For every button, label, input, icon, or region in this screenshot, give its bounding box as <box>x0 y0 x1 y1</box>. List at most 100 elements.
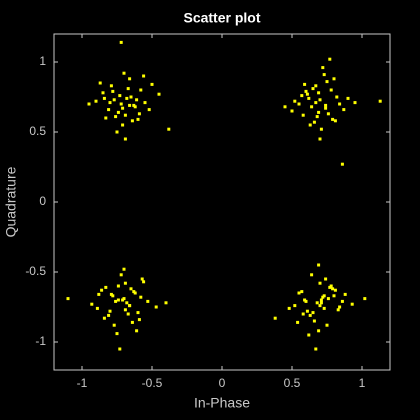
point <box>301 312 305 316</box>
point <box>146 299 150 303</box>
point <box>314 347 318 351</box>
point <box>290 109 294 113</box>
point <box>305 92 309 96</box>
point <box>123 308 127 312</box>
point <box>90 302 94 306</box>
point <box>340 162 344 166</box>
point <box>130 119 134 123</box>
point <box>315 115 319 119</box>
point <box>112 323 116 327</box>
point <box>303 298 307 302</box>
point <box>324 106 328 110</box>
point <box>326 297 330 301</box>
point <box>300 290 304 294</box>
point <box>116 298 120 302</box>
point <box>297 102 301 106</box>
x-tick-label: -1 <box>77 376 88 390</box>
point <box>157 92 161 96</box>
point <box>322 73 326 77</box>
point <box>104 116 108 120</box>
point <box>137 112 141 116</box>
point <box>336 308 340 312</box>
point <box>135 98 139 102</box>
point <box>312 120 316 124</box>
point <box>101 91 105 95</box>
point <box>136 117 140 121</box>
point <box>335 95 339 99</box>
point <box>135 329 139 333</box>
point <box>122 297 126 301</box>
point <box>128 304 132 308</box>
y-tick-label: -1 <box>35 334 46 348</box>
point <box>308 123 312 127</box>
point <box>363 297 367 301</box>
point <box>136 311 140 315</box>
point <box>328 285 332 289</box>
point <box>321 66 325 70</box>
point <box>317 110 321 114</box>
point <box>129 95 133 99</box>
point <box>97 292 101 296</box>
chart-title: Scatter plot <box>183 10 260 26</box>
point <box>293 99 297 103</box>
y-tick-label: 0 <box>39 194 46 208</box>
point <box>129 287 133 291</box>
point <box>87 102 91 106</box>
point <box>314 101 318 105</box>
point <box>142 74 146 78</box>
x-axis-label: In-Phase <box>194 395 250 411</box>
point <box>325 323 329 327</box>
point <box>378 99 382 103</box>
point <box>123 281 127 285</box>
point <box>338 305 342 309</box>
point <box>108 309 112 313</box>
point <box>297 291 301 295</box>
point <box>107 108 111 112</box>
point <box>123 113 127 117</box>
point <box>115 130 119 134</box>
point <box>119 102 123 106</box>
point <box>128 103 132 107</box>
point <box>342 108 346 112</box>
point <box>314 84 318 88</box>
point <box>108 101 112 105</box>
point <box>322 306 326 310</box>
point <box>150 82 154 86</box>
point <box>133 291 137 295</box>
point <box>128 77 132 81</box>
point <box>116 284 120 288</box>
point <box>122 267 126 271</box>
point <box>104 285 108 289</box>
point <box>332 294 336 298</box>
point <box>126 87 130 91</box>
y-tick-label: 0.5 <box>29 124 46 138</box>
point <box>311 87 315 91</box>
point <box>343 292 347 296</box>
point <box>125 301 129 305</box>
point <box>119 273 123 277</box>
point <box>310 105 314 109</box>
point <box>132 103 136 107</box>
point <box>318 304 322 308</box>
point <box>98 81 102 85</box>
point <box>328 57 332 61</box>
point <box>315 301 319 305</box>
point <box>122 71 126 75</box>
point <box>137 318 141 322</box>
point <box>340 299 344 303</box>
point <box>350 302 354 306</box>
point <box>118 347 122 351</box>
point <box>125 96 129 100</box>
point <box>100 288 104 292</box>
point <box>307 333 311 337</box>
point <box>283 105 287 109</box>
point <box>319 298 323 302</box>
point <box>95 306 99 310</box>
y-tick-label: -0.5 <box>25 264 46 278</box>
point <box>324 103 328 107</box>
point <box>319 301 323 305</box>
point <box>331 287 335 291</box>
x-tick-label: 0.5 <box>284 376 301 390</box>
